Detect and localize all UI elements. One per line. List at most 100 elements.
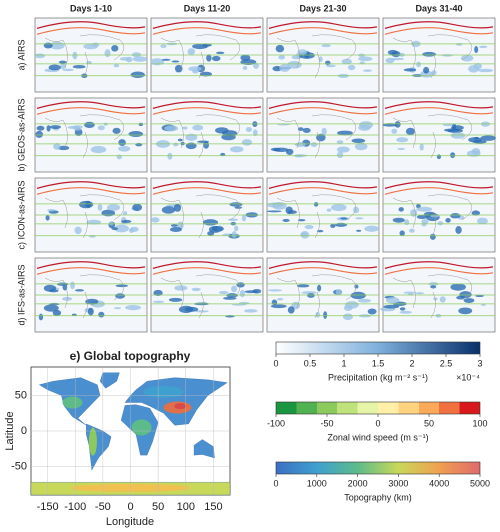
precip-blob xyxy=(153,289,163,296)
colorbar xyxy=(275,401,481,415)
precip-blob xyxy=(335,288,343,296)
precip-blob xyxy=(450,213,461,219)
precip-blob xyxy=(455,42,463,46)
precip-blob xyxy=(421,219,429,224)
jet-contour xyxy=(268,107,378,115)
jet-contour xyxy=(384,27,494,35)
precip-blob xyxy=(437,221,444,226)
precip-blob xyxy=(321,44,331,48)
precip-blob xyxy=(325,64,336,68)
precip-blob xyxy=(185,133,198,141)
colorbar xyxy=(275,461,481,475)
precip-blob xyxy=(160,44,167,49)
jet-contour xyxy=(268,101,378,109)
colorbar-tick-label: 1 xyxy=(341,358,346,368)
jet-contour xyxy=(152,21,262,29)
precip-blob xyxy=(307,293,315,298)
precip-blob xyxy=(60,63,66,69)
precip-blob xyxy=(45,215,50,221)
precip-blob xyxy=(74,289,84,292)
map-panel xyxy=(382,177,496,253)
precip-blob xyxy=(266,210,282,213)
precip-blob xyxy=(192,124,204,131)
colorbar-tick-label: 4000 xyxy=(429,478,449,488)
precip-blob xyxy=(326,208,332,212)
precip-blob xyxy=(399,310,412,314)
jet-contour xyxy=(152,187,262,195)
map-panel xyxy=(266,17,380,93)
precip-blob xyxy=(113,307,122,310)
precip-blob xyxy=(304,225,314,230)
colorbar-tick-label: 3 xyxy=(477,358,482,368)
precip-blob xyxy=(342,313,354,321)
precip-blob xyxy=(241,139,253,146)
row-label: d) IFS-as-AIRS xyxy=(16,264,26,325)
colorbar-tick-label: 1000 xyxy=(307,478,327,488)
coastline xyxy=(392,194,473,239)
coastline xyxy=(160,114,241,159)
colorbar-label: Topography (km) xyxy=(344,492,412,502)
jet-contour xyxy=(268,187,378,195)
coastline xyxy=(392,274,473,319)
precip-blob xyxy=(191,287,201,292)
precip-blob xyxy=(218,290,229,295)
jet-contour xyxy=(152,107,262,115)
precip-blob xyxy=(177,138,183,142)
y-tick-label: -50 xyxy=(11,460,27,472)
precip-blob xyxy=(287,306,295,314)
precip-blob xyxy=(445,218,451,223)
precip-blob xyxy=(121,219,132,224)
column-header: Days 1-10 xyxy=(70,3,112,13)
column-header: Days 31-40 xyxy=(415,3,462,13)
map-panel xyxy=(150,17,264,93)
elevation-patch xyxy=(174,403,187,410)
precip-blob xyxy=(111,44,119,52)
elevation-patch xyxy=(131,419,152,436)
precip-blob xyxy=(58,60,67,64)
precip-blob xyxy=(97,203,103,211)
precip-blob xyxy=(471,210,481,216)
row-label: a) AIRS xyxy=(16,39,26,70)
precip-blob xyxy=(397,147,406,150)
precip-blob xyxy=(223,296,237,300)
coastline xyxy=(44,114,125,159)
precip-blob xyxy=(231,285,238,293)
precip-blob xyxy=(337,130,353,136)
precip-blob xyxy=(46,125,51,132)
precip-blob xyxy=(91,42,100,47)
precip-blob xyxy=(234,206,243,209)
jet-contour xyxy=(384,181,494,189)
precip-blob xyxy=(203,141,210,149)
precip-blob xyxy=(474,45,479,53)
y-tick-label: 50 xyxy=(15,389,27,401)
precip-blob xyxy=(473,63,482,70)
precip-blob xyxy=(173,203,182,212)
jet-contour xyxy=(384,21,494,29)
colorbar xyxy=(275,341,481,355)
precip-blob xyxy=(318,56,323,63)
precip-blob xyxy=(128,131,144,138)
precip-blob xyxy=(472,140,487,144)
precip-blob xyxy=(363,69,372,72)
precip-blob xyxy=(367,308,377,315)
precip-blob xyxy=(387,49,398,56)
precip-blob xyxy=(275,44,285,53)
precip-blob xyxy=(119,57,130,61)
jet-contour xyxy=(152,181,262,189)
precip-blob xyxy=(211,226,224,232)
precip-blob xyxy=(174,285,188,291)
precip-blob xyxy=(409,228,415,233)
precip-blob xyxy=(116,154,123,160)
precip-blob xyxy=(112,127,121,134)
precip-blob xyxy=(49,125,62,130)
precip-blob xyxy=(169,226,182,232)
precip-blob xyxy=(114,224,130,233)
precip-blob xyxy=(48,289,59,293)
precip-blob xyxy=(282,218,290,222)
precip-blob xyxy=(106,204,121,211)
landmass xyxy=(99,372,120,389)
map-panel xyxy=(382,97,496,173)
jet-contour xyxy=(152,101,262,109)
jet-contour xyxy=(36,27,146,35)
